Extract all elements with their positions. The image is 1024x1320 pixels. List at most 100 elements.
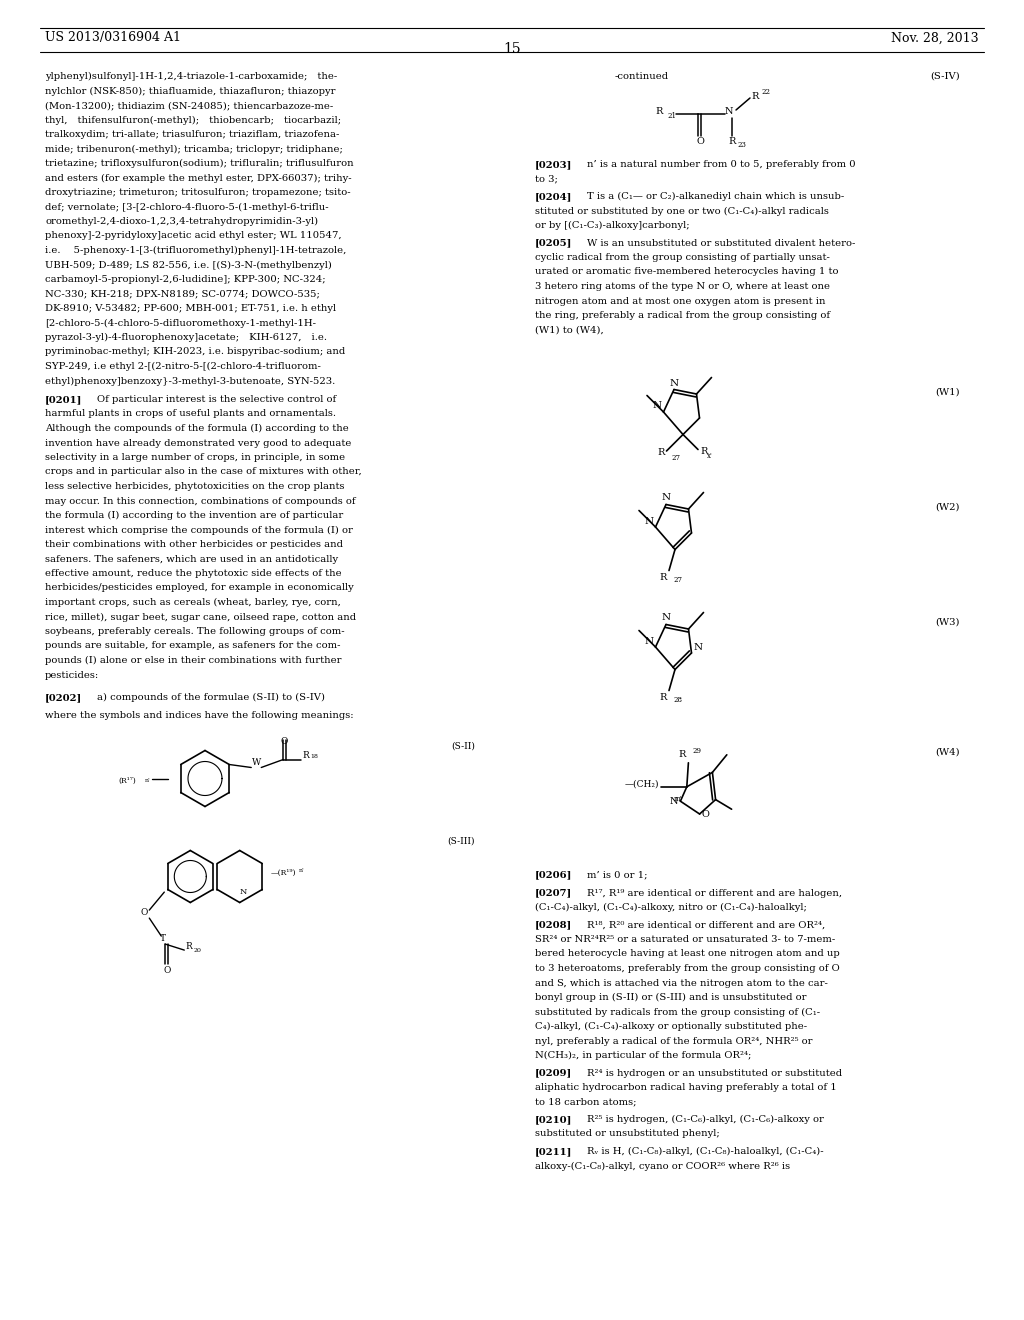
Text: SR²⁴ or NR²⁴R²⁵ or a saturated or unsaturated 3- to 7-mem-: SR²⁴ or NR²⁴R²⁵ or a saturated or unsatu…	[535, 935, 836, 944]
Text: [0206]: [0206]	[535, 870, 572, 879]
Text: pyrazol-3-yl)-4-fluorophenoxy]acetate; KIH-6127, i.e.: pyrazol-3-yl)-4-fluorophenoxy]acetate; K…	[45, 333, 327, 342]
Text: phenoxy]-2-pyridyloxy]acetic acid ethyl ester; WL 110547,: phenoxy]-2-pyridyloxy]acetic acid ethyl …	[45, 231, 342, 240]
Text: substituted or unsubstituted phenyl;: substituted or unsubstituted phenyl;	[535, 1130, 720, 1138]
Text: ylphenyl)sulfonyl]-1H-1,2,4-triazole-1-carboxamide; the-: ylphenyl)sulfonyl]-1H-1,2,4-triazole-1-c…	[45, 73, 337, 81]
Text: or by [(C₁-C₃)-alkoxy]carbonyl;: or by [(C₁-C₃)-alkoxy]carbonyl;	[535, 220, 689, 230]
Text: (W3): (W3)	[936, 618, 961, 627]
Text: pesticides:: pesticides:	[45, 671, 99, 680]
Text: bonyl group in (S-II) or (S-III) and is unsubstituted or: bonyl group in (S-II) or (S-III) and is …	[535, 993, 807, 1002]
Text: UBH-509; D-489; LS 82-556, i.e. [(S)-3-N-(methylbenzyl): UBH-509; D-489; LS 82-556, i.e. [(S)-3-N…	[45, 260, 332, 269]
Text: trietazine; trifloxysulfuron(sodium); trifluralin; triflusulfuron: trietazine; trifloxysulfuron(sodium); tr…	[45, 158, 353, 168]
Text: nitrogen atom and at most one oxygen atom is present in: nitrogen atom and at most one oxygen ato…	[535, 297, 825, 305]
Text: W: W	[252, 758, 261, 767]
Text: n’ is a natural number from 0 to 5, preferably from 0: n’ is a natural number from 0 to 5, pref…	[587, 160, 856, 169]
Text: m’ is 0 or 1;: m’ is 0 or 1;	[587, 870, 647, 879]
Text: N: N	[652, 401, 662, 411]
Text: (W2): (W2)	[936, 503, 961, 512]
Text: R: R	[678, 750, 685, 759]
Text: R: R	[659, 573, 667, 582]
Text: R: R	[751, 92, 759, 102]
Text: N: N	[670, 379, 679, 388]
Text: N: N	[725, 107, 733, 116]
Text: SYP-249, i.e ethyl 2-[(2-nitro-5-[(2-chloro-4-trifluorom-: SYP-249, i.e ethyl 2-[(2-nitro-5-[(2-chl…	[45, 362, 321, 371]
Text: i.e.  5-phenoxy-1-[3-(trifluoromethyl)phenyl]-1H-tetrazole,: i.e. 5-phenoxy-1-[3-(trifluoromethyl)phe…	[45, 246, 346, 255]
Text: to 3;: to 3;	[535, 174, 558, 183]
Text: to 18 carbon atoms;: to 18 carbon atoms;	[535, 1097, 637, 1106]
Text: O: O	[701, 810, 710, 818]
Text: R: R	[659, 693, 667, 701]
Text: the ring, preferably a radical from the group consisting of: the ring, preferably a radical from the …	[535, 312, 830, 319]
Text: [0202]: [0202]	[45, 693, 82, 702]
Text: bered heterocycle having at least one nitrogen atom and up: bered heterocycle having at least one ni…	[535, 949, 840, 958]
Text: and esters (for example the methyl ester, DPX-66037); trihy-: and esters (for example the methyl ester…	[45, 173, 351, 182]
Text: 27: 27	[672, 454, 681, 462]
Text: O: O	[281, 738, 288, 747]
Text: T: T	[161, 935, 166, 942]
Text: [0205]: [0205]	[535, 239, 572, 248]
Text: N: N	[240, 888, 248, 896]
Text: substituted by radicals from the group consisting of (C₁-: substituted by radicals from the group c…	[535, 1007, 820, 1016]
Text: (W4): (W4)	[935, 748, 961, 756]
Text: n': n'	[299, 869, 304, 874]
Text: [0203]: [0203]	[535, 160, 572, 169]
Text: —(R¹⁹): —(R¹⁹)	[270, 869, 296, 876]
Text: m': m'	[674, 795, 683, 803]
Text: where the symbols and indices have the following meanings:: where the symbols and indices have the f…	[45, 711, 353, 721]
Text: nylchlor (NSK-850); thiafluamide, thiazafluron; thiazopyr: nylchlor (NSK-850); thiafluamide, thiaza…	[45, 87, 336, 95]
Text: droxytriazine; trimeturon; tritosulfuron; tropamezone; tsito-: droxytriazine; trimeturon; tritosulfuron…	[45, 187, 350, 197]
Text: R: R	[700, 446, 708, 455]
Text: (S-II): (S-II)	[452, 742, 475, 751]
Text: (W1): (W1)	[935, 388, 961, 397]
Text: important crops, such as cereals (wheat, barley, rye, corn,: important crops, such as cereals (wheat,…	[45, 598, 341, 607]
Text: R: R	[302, 751, 309, 760]
Text: [0208]: [0208]	[535, 920, 572, 929]
Text: less selective herbicides, phytotoxicities on the crop plants: less selective herbicides, phytotoxiciti…	[45, 482, 344, 491]
Text: cyclic radical from the group consisting of partially unsat-: cyclic radical from the group consisting…	[535, 253, 829, 261]
Text: selectivity in a large number of crops, in principle, in some: selectivity in a large number of crops, …	[45, 453, 345, 462]
Text: crops and in particular also in the case of mixtures with other,: crops and in particular also in the case…	[45, 467, 361, 477]
Text: R: R	[185, 941, 193, 950]
Text: N: N	[644, 516, 653, 525]
Text: to 3 heteroatoms, preferably from the group consisting of O: to 3 heteroatoms, preferably from the gr…	[535, 964, 840, 973]
Text: mide; tribenuron(-methyl); tricamba; triclopyr; tridiphane;: mide; tribenuron(-methyl); tricamba; tri…	[45, 144, 343, 153]
Text: interest which comprise the compounds of the formula (I) or: interest which comprise the compounds of…	[45, 525, 353, 535]
Text: R²⁵ is hydrogen, (C₁-C₆)-alkyl, (C₁-C₆)-alkoxy or: R²⁵ is hydrogen, (C₁-C₆)-alkyl, (C₁-C₆)-…	[587, 1115, 824, 1125]
Text: [2-chloro-5-(4-chloro-5-difluoromethoxy-1-methyl-1H-: [2-chloro-5-(4-chloro-5-difluoromethoxy-…	[45, 318, 316, 327]
Text: (S-IV): (S-IV)	[930, 73, 961, 81]
Text: N: N	[644, 636, 653, 645]
Text: stituted or substituted by one or two (C₁-C₄)-alkyl radicals: stituted or substituted by one or two (C…	[535, 206, 828, 215]
Text: C₄)-alkyl, (C₁-C₄)-alkoxy or optionally substituted phe-: C₄)-alkyl, (C₁-C₄)-alkoxy or optionally …	[535, 1022, 807, 1031]
Text: N: N	[662, 494, 671, 503]
Text: Of particular interest is the selective control of: Of particular interest is the selective …	[97, 395, 336, 404]
Text: N: N	[670, 797, 678, 807]
Text: DK-8910; V-53482; PP-600; MBH-001; ET-751, i.e. h ethyl: DK-8910; V-53482; PP-600; MBH-001; ET-75…	[45, 304, 336, 313]
Text: a) compounds of the formulae (S-II) to (S-IV): a) compounds of the formulae (S-II) to (…	[97, 693, 325, 702]
Text: [0211]: [0211]	[535, 1147, 572, 1156]
Text: W is an unsubstituted or substituted divalent hetero-: W is an unsubstituted or substituted div…	[587, 239, 855, 248]
Text: —(CH₂): —(CH₂)	[625, 779, 659, 788]
Text: O: O	[140, 908, 148, 917]
Text: alkoxy-(C₁-C₈)-alkyl, cyano or COOR²⁶ where R²⁶ is: alkoxy-(C₁-C₈)-alkyl, cyano or COOR²⁶ wh…	[535, 1162, 791, 1171]
Text: pounds (I) alone or else in their combinations with further: pounds (I) alone or else in their combin…	[45, 656, 341, 665]
Text: tralkoxydim; tri-allate; triasulfuron; triaziflam, triazofena-: tralkoxydim; tri-allate; triasulfuron; t…	[45, 129, 339, 139]
Text: ethyl)phenoxy]benzoxy}-3-methyl-3-butenoate, SYN-523.: ethyl)phenoxy]benzoxy}-3-methyl-3-buteno…	[45, 376, 335, 385]
Text: harmful plants in crops of useful plants and ornamentals.: harmful plants in crops of useful plants…	[45, 409, 336, 418]
Text: their combinations with other herbicides or pesticides and: their combinations with other herbicides…	[45, 540, 343, 549]
Text: 28: 28	[674, 696, 683, 704]
Text: R: R	[657, 447, 665, 457]
Text: (C₁-C₄)-alkyl, (C₁-C₄)-alkoxy, nitro or (C₁-C₄)-haloalkyl;: (C₁-C₄)-alkyl, (C₁-C₄)-alkoxy, nitro or …	[535, 903, 807, 912]
Text: R¹⁷, R¹⁹ are identical or different and are halogen,: R¹⁷, R¹⁹ are identical or different and …	[587, 888, 842, 898]
Text: [0207]: [0207]	[535, 888, 572, 898]
Text: aliphatic hydrocarbon radical having preferably a total of 1: aliphatic hydrocarbon radical having pre…	[535, 1082, 837, 1092]
Text: pounds are suitable, for example, as safeners for the com-: pounds are suitable, for example, as saf…	[45, 642, 341, 651]
Text: def; vernolate; [3-[2-chloro-4-fluoro-5-(1-methyl-6-triflu-: def; vernolate; [3-[2-chloro-4-fluoro-5-…	[45, 202, 329, 211]
Text: R²⁴ is hydrogen or an unsubstituted or substituted: R²⁴ is hydrogen or an unsubstituted or s…	[587, 1068, 842, 1077]
Text: (Mon-13200); thidiazim (SN-24085); thiencarbazoze-me-: (Mon-13200); thidiazim (SN-24085); thien…	[45, 102, 333, 110]
Text: 27: 27	[674, 576, 683, 583]
Text: 15: 15	[503, 42, 521, 55]
Text: effective amount, reduce the phytotoxic side effects of the: effective amount, reduce the phytotoxic …	[45, 569, 342, 578]
Text: [0201]: [0201]	[45, 395, 82, 404]
Text: [0210]: [0210]	[535, 1115, 572, 1125]
Text: N: N	[693, 643, 702, 652]
Text: US 2013/0316904 A1: US 2013/0316904 A1	[45, 32, 181, 45]
